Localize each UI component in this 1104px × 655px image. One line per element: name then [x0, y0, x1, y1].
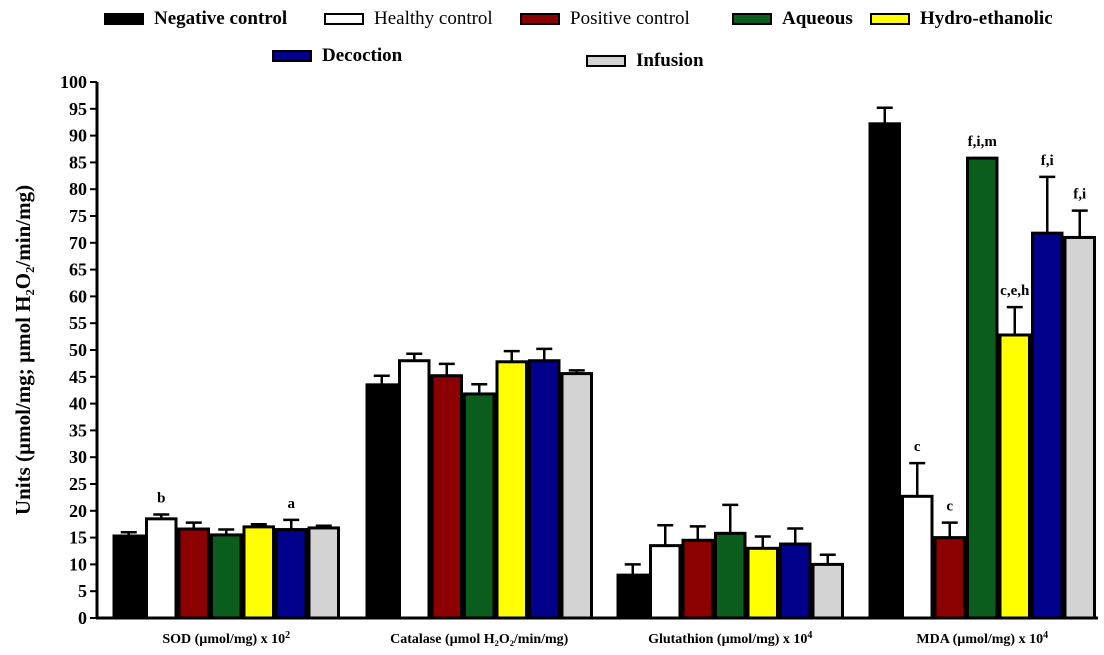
bar-annotation: c — [946, 499, 953, 515]
y-tick-label: 65 — [69, 260, 87, 280]
y-tick-label: 45 — [69, 367, 87, 387]
bar — [275, 528, 308, 620]
legend-item-healthy-control: Healthy control — [324, 8, 493, 30]
bar — [616, 573, 649, 620]
legend-label: Positive control — [570, 8, 690, 29]
y-tick-label: 30 — [69, 447, 87, 467]
x-tick-label: Catalase (µmol H₂O₂/min/mg) — [390, 632, 569, 647]
bar — [868, 122, 901, 620]
y-axis-title: Units (µmol/mg; µmol H₂O₂/min/mg) — [11, 185, 35, 515]
legend-item-infusion: Infusion — [586, 50, 704, 72]
y-tick-label: 60 — [69, 286, 87, 306]
bar-annotation: a — [288, 496, 296, 512]
bar-annotation: f,i — [1041, 153, 1054, 169]
y-tick-label: 50 — [69, 340, 87, 360]
legend-swatch — [104, 13, 144, 25]
legend-swatch — [520, 13, 560, 25]
bar-annotation: b — [157, 491, 165, 507]
bar — [1031, 231, 1064, 620]
x-tick-label-exponent: 4 — [1043, 630, 1048, 641]
y-tick-label: 95 — [69, 99, 87, 119]
y-tick-label: 55 — [69, 313, 87, 333]
y-tick-label: 0 — [78, 608, 87, 628]
bar — [649, 544, 682, 620]
x-tick-label: SOD (µmol/mg) x 102 — [162, 630, 290, 648]
legend-swatch — [272, 50, 312, 62]
legend-swatch — [732, 13, 772, 25]
bar-annotation: f,i — [1073, 187, 1086, 203]
bar — [998, 333, 1031, 620]
bar — [307, 526, 340, 620]
legend-item-positive-control: Positive control — [520, 8, 690, 30]
legend: Negative control Healthy control Positiv… — [0, 0, 1104, 80]
bar — [145, 517, 178, 620]
x-tick-label: MDA (µmol/mg) x 104 — [916, 630, 1048, 648]
x-tick-label: Glutathion (µmol/mg) x 104 — [648, 630, 812, 648]
bar — [811, 562, 844, 620]
y-tick-label: 100 — [60, 72, 87, 92]
bar-annotation: f,i,m — [968, 134, 998, 150]
y-tick-label: 90 — [69, 126, 87, 146]
legend-item-hydro-ethanolic: Hydro-ethanolic — [870, 8, 1053, 30]
bar — [112, 534, 145, 620]
y-tick-label: 15 — [69, 528, 87, 548]
y-tick-label: 5 — [78, 581, 87, 601]
legend-swatch — [586, 55, 626, 67]
legend-item-negative-control: Negative control — [104, 8, 287, 30]
legend-label: Decoction — [322, 45, 403, 66]
legend-label: Hydro-ethanolic — [920, 8, 1053, 29]
y-tick-label: 80 — [69, 179, 87, 199]
x-tick-label-exponent: 4 — [807, 630, 812, 641]
bar — [365, 383, 398, 620]
bar — [681, 538, 714, 620]
legend-item-aqueous: Aqueous — [732, 8, 853, 30]
bar — [901, 494, 934, 620]
bar — [528, 359, 561, 620]
legend-swatch — [870, 13, 910, 25]
legend-item-decoction: Decoction — [272, 45, 402, 67]
legend-label: Healthy control — [374, 8, 493, 29]
bar-annotation: c,e,h — [1000, 283, 1030, 299]
bar — [430, 374, 463, 620]
bar — [398, 359, 431, 620]
legend-label: Aqueous — [782, 8, 853, 29]
y-tick-label: 75 — [69, 206, 87, 226]
bar-annotation: c — [914, 439, 921, 455]
bar — [560, 372, 593, 620]
bar — [714, 531, 747, 620]
bar — [966, 156, 999, 620]
bar — [463, 392, 496, 620]
y-tick-label: 35 — [69, 420, 87, 440]
y-tick-label: 25 — [69, 474, 87, 494]
bar — [779, 542, 812, 620]
y-tick-label: 20 — [69, 501, 87, 521]
legend-label: Negative control — [154, 8, 288, 29]
y-tick-label: 10 — [69, 554, 87, 574]
bar — [495, 360, 528, 620]
bar — [242, 525, 275, 620]
bar — [746, 546, 779, 620]
y-tick-label: 40 — [69, 394, 87, 414]
legend-label: Infusion — [636, 50, 704, 71]
y-tick-label: 70 — [69, 233, 87, 253]
bar — [933, 536, 966, 620]
x-tick-label-exponent: 2 — [285, 630, 290, 641]
bar — [1063, 235, 1096, 620]
bar — [177, 527, 210, 620]
legend-swatch — [324, 13, 364, 25]
y-tick-label: 85 — [69, 152, 87, 172]
bar — [210, 533, 243, 620]
